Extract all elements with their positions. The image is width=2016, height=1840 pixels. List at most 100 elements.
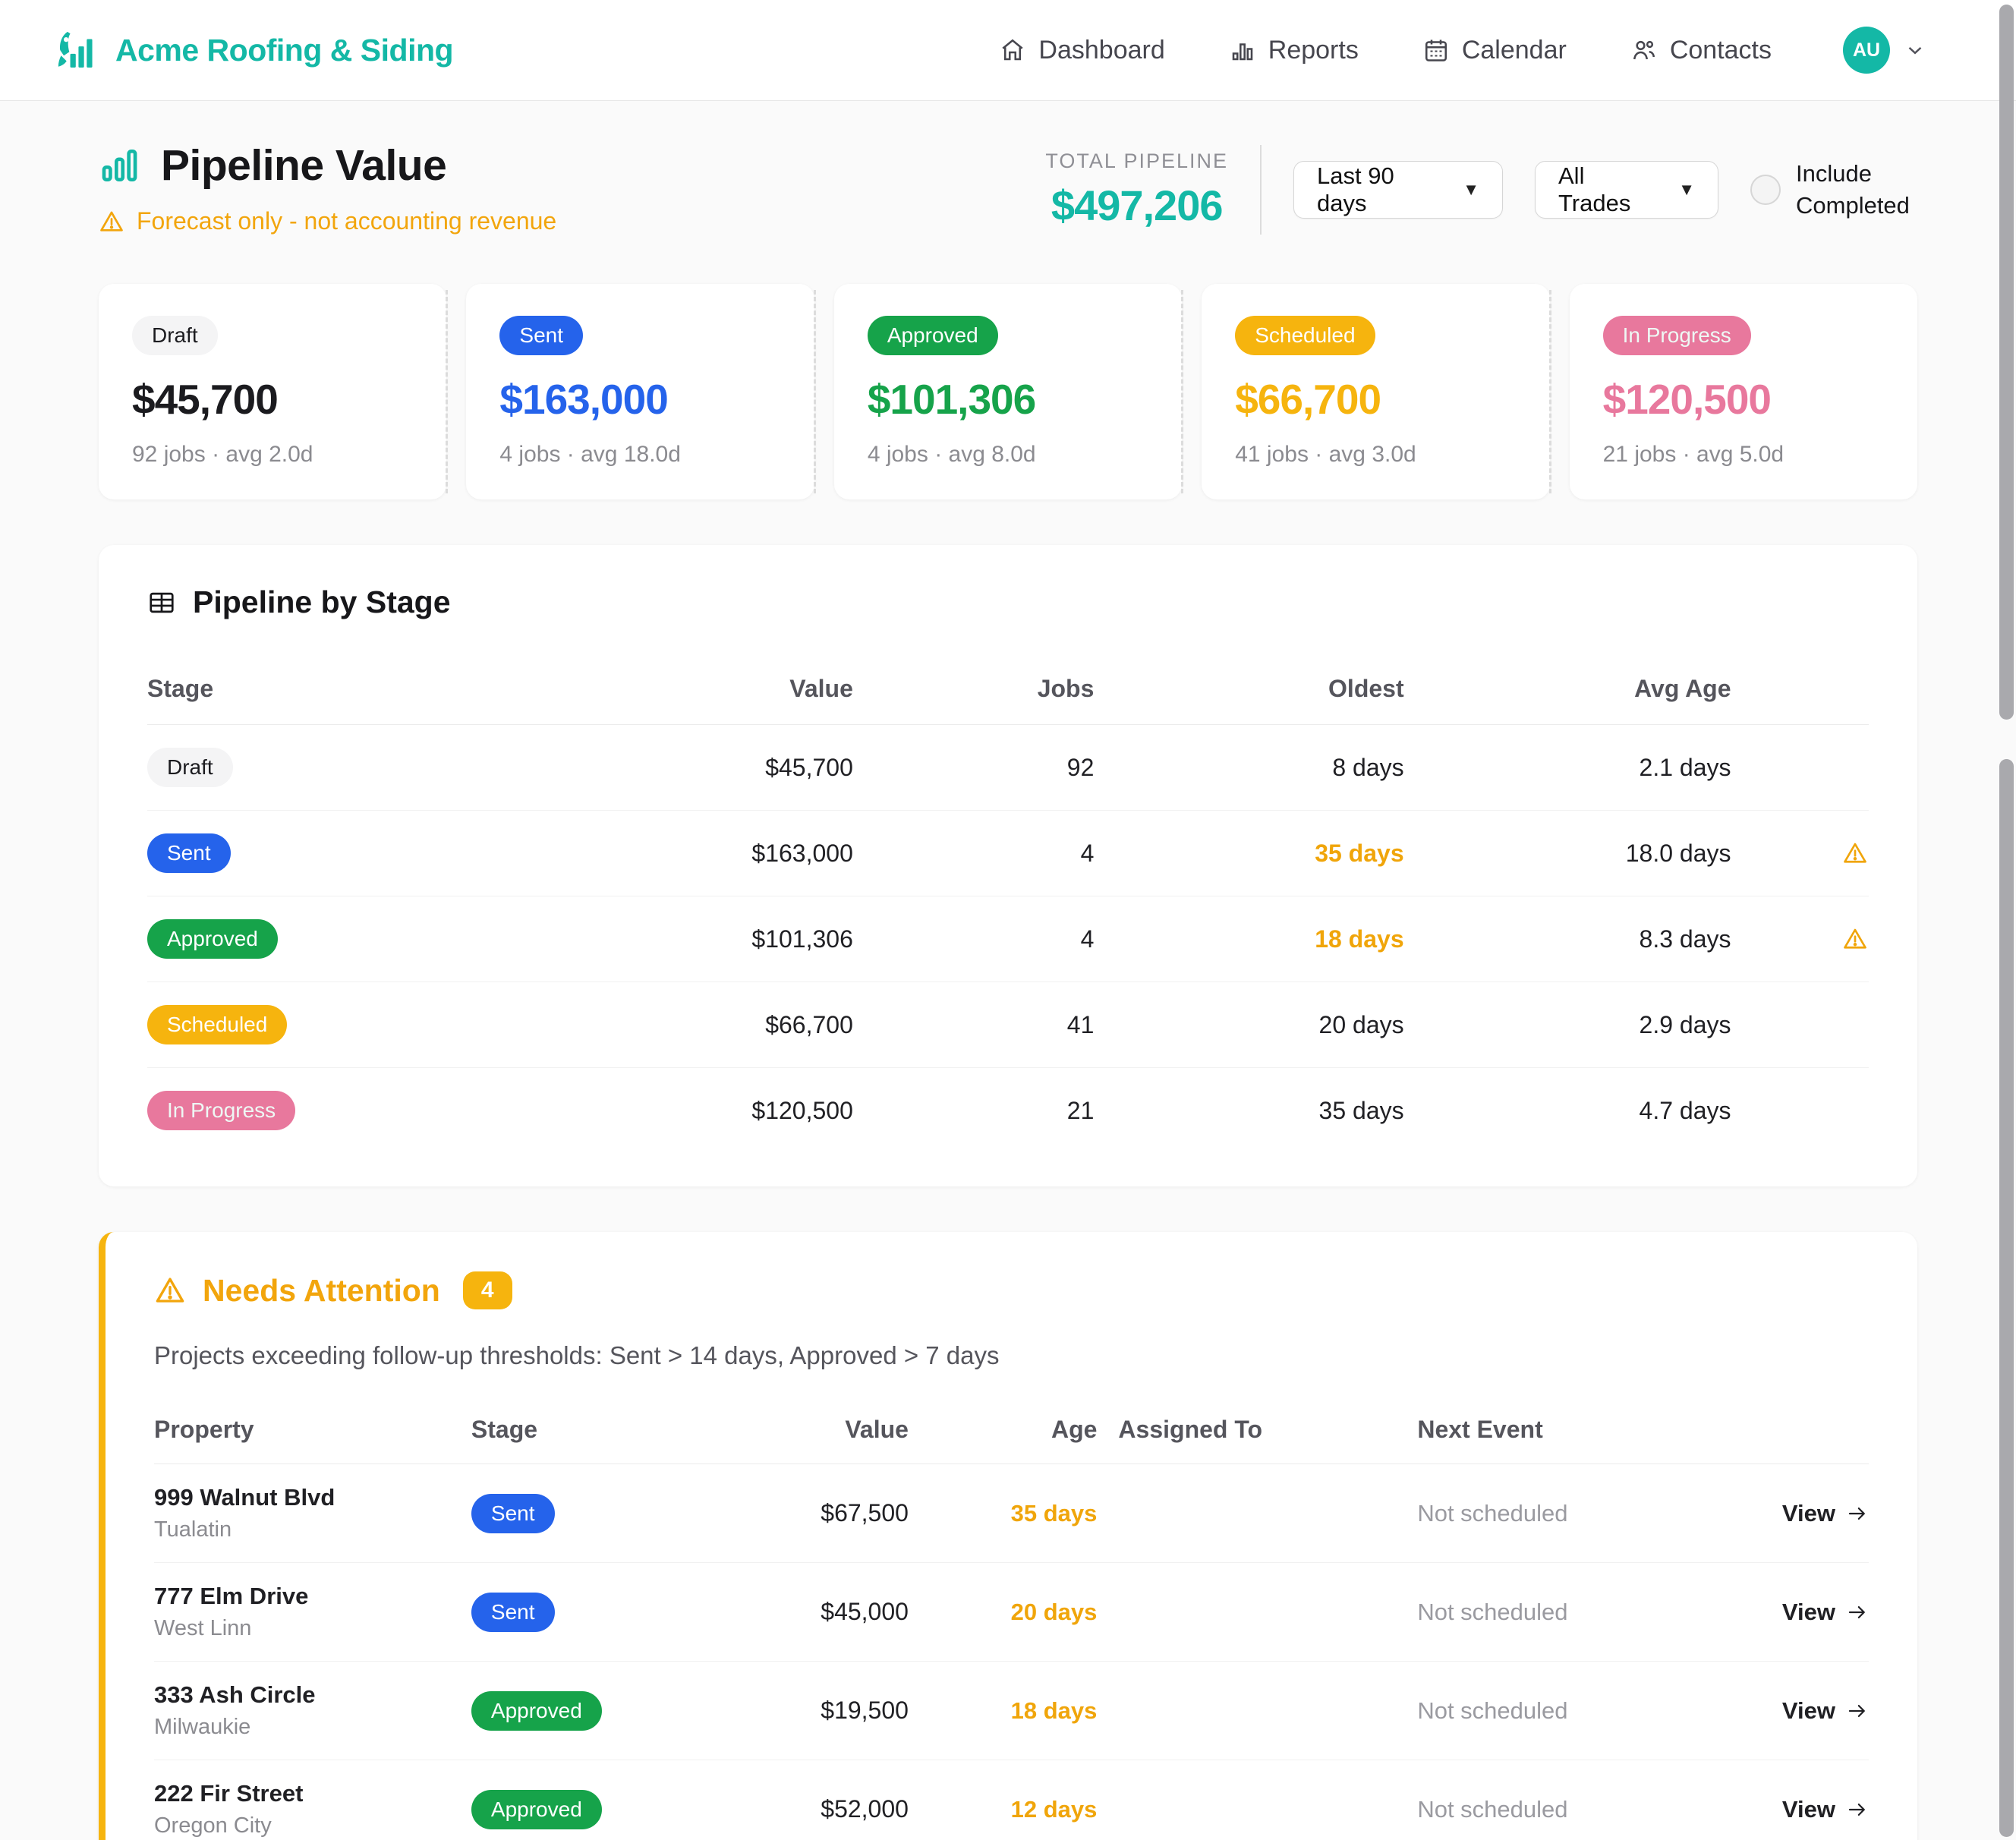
stat-meta: 92 jobs · avg 2.0d — [132, 442, 413, 468]
property-name: 222 Fir Street — [154, 1780, 471, 1807]
view-arrow-icon — [1846, 1601, 1869, 1624]
view-arrow-icon — [1846, 1798, 1869, 1821]
dashboard-icon — [999, 36, 1026, 64]
table-row: Scheduled $66,700 41 20 days 2.9 days — [147, 982, 1869, 1068]
table-row: 333 Ash Circle Milwaukie Approved $19,50… — [154, 1662, 1869, 1760]
trade-select[interactable]: All Trades ▼ — [1535, 161, 1718, 219]
page-header: Pipeline Value Forecast only - not accou… — [99, 140, 1917, 235]
view-link[interactable]: View — [1706, 1697, 1869, 1725]
stat-value: $101,306 — [868, 375, 1148, 424]
stat-meta: 41 jobs · avg 3.0d — [1235, 442, 1516, 468]
property-name: 777 Elm Drive — [154, 1583, 471, 1610]
stat-value: $45,700 — [132, 375, 413, 424]
view-link[interactable]: View — [1706, 1796, 1869, 1823]
stat-meta: 4 jobs · avg 18.0d — [499, 442, 780, 468]
table-row: 999 Walnut Blvd Tualatin Sent $67,500 35… — [154, 1464, 1869, 1563]
table-row: Sent $163,000 4 35 days 18.0 days — [147, 811, 1869, 896]
attention-description: Projects exceeding follow-up thresholds:… — [154, 1341, 1869, 1370]
header-controls: TOTAL PIPELINE $497,206 Last 90 days ▼ A… — [1045, 145, 1917, 235]
stat-card-scheduled: Scheduled $66,700 41 jobs · avg 3.0d — [1202, 284, 1549, 499]
stat-card-in-progress: In Progress $120,500 21 jobs · avg 5.0d — [1570, 284, 1917, 499]
property-name: 333 Ash Circle — [154, 1681, 471, 1709]
table-row: 777 Elm Drive West Linn Sent $45,000 20 … — [154, 1563, 1869, 1662]
status-badge: Sent — [471, 1593, 555, 1632]
main-nav: Dashboard Reports Calendar — [999, 27, 1926, 74]
view-link[interactable]: View — [1706, 1500, 1869, 1527]
table-row: In Progress $120,500 21 35 days 4.7 days — [147, 1068, 1869, 1153]
caret-down-icon: ▼ — [1678, 180, 1695, 200]
property-name: 999 Walnut Blvd — [154, 1484, 471, 1511]
date-range-select[interactable]: Last 90 days ▼ — [1293, 161, 1503, 219]
scrollbar[interactable] — [1996, 0, 2016, 1840]
include-completed-toggle[interactable]: Include Completed — [1750, 158, 1917, 222]
main-content: Pipeline Value Forecast only - not accou… — [0, 101, 2016, 1840]
caret-down-icon: ▼ — [1463, 180, 1479, 200]
nav-reports[interactable]: Reports — [1229, 36, 1359, 65]
user-menu[interactable]: AU — [1843, 27, 1926, 74]
view-arrow-icon — [1846, 1700, 1869, 1722]
status-badge: Scheduled — [1235, 316, 1375, 355]
calendar-icon — [1422, 36, 1450, 64]
stat-value: $163,000 — [499, 375, 780, 424]
property-city: Tualatin — [154, 1517, 471, 1542]
page-title-block: Pipeline Value Forecast only - not accou… — [99, 140, 556, 235]
status-badge: Sent — [471, 1494, 555, 1533]
table-icon — [147, 588, 176, 617]
next-event: Not scheduled — [1414, 1796, 1706, 1823]
page-title: Pipeline Value — [161, 140, 446, 191]
stat-value: $120,500 — [1603, 375, 1884, 424]
status-badge: Draft — [132, 316, 218, 355]
status-badge: In Progress — [1603, 316, 1751, 355]
nav-calendar[interactable]: Calendar — [1422, 36, 1567, 65]
logo-icon — [55, 28, 99, 72]
brand[interactable]: Acme Roofing & Siding — [55, 28, 453, 72]
status-badge: Scheduled — [147, 1005, 287, 1044]
scrollbar-thumb[interactable] — [1999, 759, 2014, 1837]
property-city: West Linn — [154, 1616, 471, 1641]
stat-card-approved: Approved $101,306 4 jobs · avg 8.0d — [834, 284, 1182, 499]
view-link[interactable]: View — [1706, 1599, 1869, 1626]
contacts-icon — [1630, 36, 1658, 64]
status-badge: Approved — [471, 1691, 602, 1731]
property-city: Oregon City — [154, 1813, 471, 1838]
include-completed-checkbox[interactable] — [1750, 175, 1781, 205]
stat-card-draft: Draft $45,700 92 jobs · avg 2.0d — [99, 284, 446, 499]
table-row: 222 Fir Street Oregon City Approved $52,… — [154, 1760, 1869, 1840]
stat-card-sent: Sent $163,000 4 jobs · avg 18.0d — [466, 284, 814, 499]
status-badge: Approved — [868, 316, 998, 355]
app-header: Acme Roofing & Siding Dashboard Reports — [0, 0, 2016, 101]
pipeline-by-stage-panel: Pipeline by Stage Stage Value Jobs Oldes… — [99, 545, 1917, 1186]
next-event: Not scheduled — [1414, 1697, 1706, 1725]
total-pipeline-value: $497,206 — [1045, 181, 1228, 230]
total-pipeline-label: TOTAL PIPELINE — [1045, 150, 1228, 173]
nav-dashboard[interactable]: Dashboard — [999, 36, 1164, 65]
stat-value: $66,700 — [1235, 375, 1516, 424]
next-event: Not scheduled — [1414, 1500, 1706, 1527]
divider — [1260, 145, 1262, 235]
stage-stat-cards: Draft $45,700 92 jobs · avg 2.0d Sent $1… — [99, 284, 1917, 499]
property-city: Milwaukie — [154, 1715, 471, 1740]
status-badge: Approved — [147, 919, 278, 959]
brand-name: Acme Roofing & Siding — [115, 33, 453, 68]
nav-contacts[interactable]: Contacts — [1630, 36, 1772, 65]
view-arrow-icon — [1846, 1502, 1869, 1525]
reports-icon — [1229, 36, 1256, 64]
avatar[interactable]: AU — [1843, 27, 1890, 74]
stage-table-header: Stage Value Jobs Oldest Avg Age — [147, 661, 1869, 725]
table-row: Draft $45,700 92 8 days 2.1 days — [147, 725, 1869, 811]
warning-icon — [1841, 840, 1869, 867]
scrollbar-thumb[interactable] — [1999, 5, 2014, 720]
forecast-disclaimer: Forecast only - not accounting revenue — [99, 207, 556, 235]
stat-meta: 4 jobs · avg 8.0d — [868, 442, 1148, 468]
attention-table-header: Property Stage Value Age Assigned To Nex… — [154, 1405, 1869, 1464]
attention-table: Property Stage Value Age Assigned To Nex… — [154, 1405, 1869, 1840]
next-event: Not scheduled — [1414, 1599, 1706, 1626]
chevron-down-icon[interactable] — [1904, 39, 1926, 61]
status-badge: Sent — [147, 833, 231, 873]
total-pipeline: TOTAL PIPELINE $497,206 — [1045, 150, 1228, 230]
warning-icon — [154, 1274, 186, 1306]
attention-count-badge: 4 — [463, 1271, 512, 1309]
needs-attention-panel: Needs Attention 4 Projects exceeding fol… — [99, 1232, 1917, 1840]
status-badge: Sent — [499, 316, 583, 355]
warning-icon — [1841, 925, 1869, 953]
